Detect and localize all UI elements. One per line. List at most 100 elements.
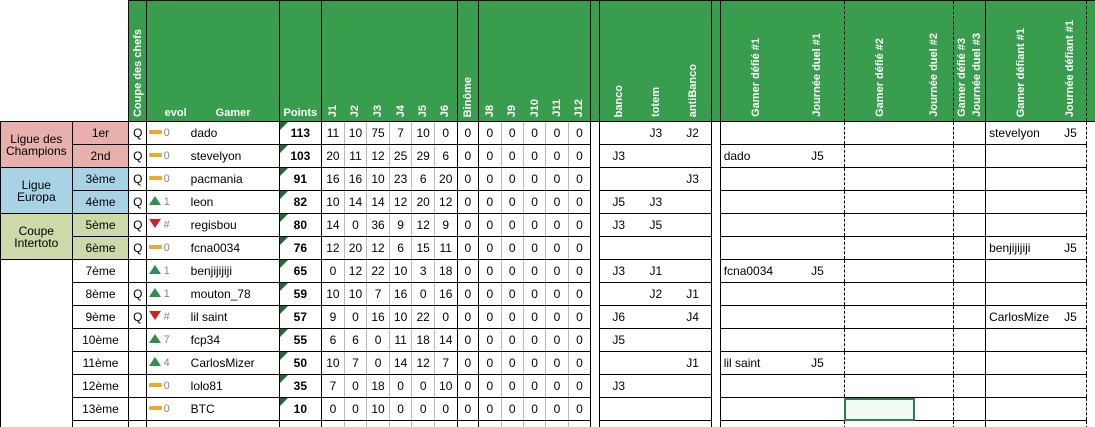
journee-j8-cell[interactable]: 0 xyxy=(478,213,501,237)
journee-j12-cell[interactable]: 0 xyxy=(567,328,592,352)
journee-j6-cell[interactable]: 14 xyxy=(433,328,458,352)
journee-j12-cell[interactable]: 0 xyxy=(567,351,592,375)
journee-j6-cell[interactable]: 10 xyxy=(433,374,458,398)
journee-duel-1-cell[interactable] xyxy=(791,190,845,214)
gamer-defie-2-cell[interactable] xyxy=(844,397,916,421)
journee-duel-1-cell[interactable]: J5 xyxy=(791,259,845,283)
journee-j4-cell[interactable]: 23 xyxy=(388,167,412,191)
qualification-cell[interactable]: Q xyxy=(128,236,148,260)
journee-j6-cell[interactable]: 0 xyxy=(433,397,458,421)
banco-cell[interactable]: J5 xyxy=(598,190,638,214)
totem-cell[interactable]: J3 xyxy=(637,190,675,214)
journee-j11-cell[interactable]: 0 xyxy=(545,420,569,427)
journee-j3-cell[interactable]: 7 xyxy=(366,282,390,306)
table-row[interactable]: 8ème Q 1 mouton_78 59 10 10 7 16 0 16 0 0 0 0 0 0 J2 J1 xyxy=(1,282,1095,306)
journee-j5-cell[interactable]: 20 xyxy=(411,190,435,214)
journee-duel-3-cell[interactable] xyxy=(969,305,987,329)
journee-duel-3-cell[interactable] xyxy=(969,328,987,352)
journee-duel-1-cell[interactable]: J5 xyxy=(791,351,845,375)
journee-j10-cell[interactable]: 0 xyxy=(522,351,546,375)
journee-j9-cell[interactable]: 0 xyxy=(500,374,524,398)
journee-j9-cell[interactable]: 0 xyxy=(500,190,524,214)
journee-duel-2-cell[interactable] xyxy=(915,282,955,306)
journee-j10-cell[interactable]: 0 xyxy=(522,236,546,260)
journee-j10-cell[interactable]: 0 xyxy=(522,328,546,352)
journee-j4-cell[interactable]: 0 xyxy=(388,397,412,421)
journee-j11-cell[interactable]: 0 xyxy=(545,397,569,421)
gamer-defie-1-cell[interactable]: dado xyxy=(719,144,792,168)
journee-duel-2-cell[interactable] xyxy=(915,213,955,237)
header-gamer-defie-3[interactable]: Gamer défié #3 xyxy=(953,0,970,122)
journee-duel-1-cell[interactable] xyxy=(791,305,845,329)
journee-j11-cell[interactable]: 0 xyxy=(545,282,569,306)
gamer-defie-3-cell[interactable] xyxy=(953,282,970,306)
journee-j5-cell[interactable]: 0 xyxy=(411,420,435,427)
gamer-name-cell[interactable]: mouton_78 xyxy=(187,282,280,306)
journee-j2-cell[interactable]: 9 xyxy=(343,420,367,427)
journee-j8-cell[interactable]: 0 xyxy=(478,374,501,398)
journee-duel-2-cell[interactable] xyxy=(915,236,955,260)
journee-j11-cell[interactable]: 0 xyxy=(545,144,569,168)
journee-duel-3-cell[interactable] xyxy=(969,121,987,145)
header-antibanco[interactable]: antiBanco xyxy=(674,0,713,122)
gamer-defiant-1-cell[interactable] xyxy=(985,420,1056,427)
journee-j9-cell[interactable]: 0 xyxy=(500,236,524,260)
journee-j9-cell[interactable]: 0 xyxy=(500,259,524,283)
header-j3[interactable]: J3 xyxy=(366,0,390,122)
journee-duel-3-cell[interactable] xyxy=(969,190,987,214)
gamer-defie-1-cell[interactable] xyxy=(719,121,792,145)
gamer-defiant-1-cell[interactable] xyxy=(985,282,1056,306)
header-j10[interactable]: J10 xyxy=(523,0,546,122)
journee-j8-cell[interactable]: 0 xyxy=(478,236,501,260)
banco-cell[interactable] xyxy=(598,236,638,260)
journee-duel-2-cell[interactable] xyxy=(915,144,955,168)
journee-j9-cell[interactable]: 0 xyxy=(500,144,524,168)
journee-duel-1-cell[interactable] xyxy=(791,397,845,421)
gamer-defiant-1-cell[interactable]: CarlosMize xyxy=(985,305,1056,329)
journee-duel-1-cell[interactable] xyxy=(791,420,845,427)
journee-j6-cell[interactable]: 9 xyxy=(433,213,458,237)
journee-j7-cell[interactable]: 0 xyxy=(457,397,480,421)
journee-j1-cell[interactable]: 14 xyxy=(321,213,345,237)
gamer-defie-1-cell[interactable]: fcna0034 xyxy=(719,259,792,283)
journee-j7-cell[interactable]: 0 xyxy=(457,420,480,427)
journee-j5-cell[interactable]: 29 xyxy=(411,144,435,168)
journee-j2-cell[interactable]: 0 xyxy=(343,213,367,237)
journee-j7-cell[interactable]: 0 xyxy=(457,305,480,329)
journee-duel-2-cell[interactable] xyxy=(915,259,955,283)
totem-cell[interactable] xyxy=(637,167,675,191)
totem-cell[interactable] xyxy=(637,144,675,168)
qualification-cell[interactable]: Q xyxy=(128,167,148,191)
journee-j4-cell[interactable]: 6 xyxy=(388,236,412,260)
journee-j8-cell[interactable]: 0 xyxy=(478,305,501,329)
gamer-defie-1-cell[interactable] xyxy=(719,190,792,214)
gamer-defie-1-cell[interactable] xyxy=(719,328,792,352)
header-gamer-defie-1[interactable]: Gamer défié #1 xyxy=(719,0,792,122)
journee-j10-cell[interactable]: 0 xyxy=(522,167,546,191)
header-gamer-defiant-1[interactable]: Gamer défiant #1 xyxy=(985,0,1056,122)
journee-j5-cell[interactable]: 22 xyxy=(411,305,435,329)
gamer-defie-2-cell[interactable] xyxy=(844,259,916,283)
antibanco-cell[interactable] xyxy=(674,328,713,352)
journee-j4-cell[interactable]: 14 xyxy=(388,351,412,375)
journee-j11-cell[interactable]: 0 xyxy=(545,236,569,260)
banco-cell[interactable] xyxy=(598,121,638,145)
journee-j8-cell[interactable]: 0 xyxy=(478,328,501,352)
journee-duel-3-cell[interactable] xyxy=(969,236,987,260)
totem-cell[interactable]: J1 xyxy=(637,259,675,283)
gamer-defie-2-cell[interactable] xyxy=(844,420,916,427)
gamer-defie-1-cell[interactable] xyxy=(719,305,792,329)
journee-j1-cell[interactable]: 11 xyxy=(321,121,345,145)
journee-j11-cell[interactable]: 0 xyxy=(545,259,569,283)
journee-j6-cell[interactable]: 0 xyxy=(433,305,458,329)
journee-j8-cell[interactable]: 0 xyxy=(478,259,501,283)
journee-duel-1-cell[interactable] xyxy=(791,236,845,260)
journee-defiant-1-cell[interactable]: J5 xyxy=(1055,236,1087,260)
qualification-cell[interactable] xyxy=(128,420,148,427)
totem-cell[interactable] xyxy=(637,397,675,421)
totem-cell[interactable] xyxy=(637,420,675,427)
gamer-defiant-1-cell[interactable] xyxy=(985,259,1056,283)
journee-j8-cell[interactable]: 0 xyxy=(478,121,501,145)
journee-j6-cell[interactable]: 12 xyxy=(433,190,458,214)
gamer-defie-2-cell[interactable] xyxy=(844,282,916,306)
